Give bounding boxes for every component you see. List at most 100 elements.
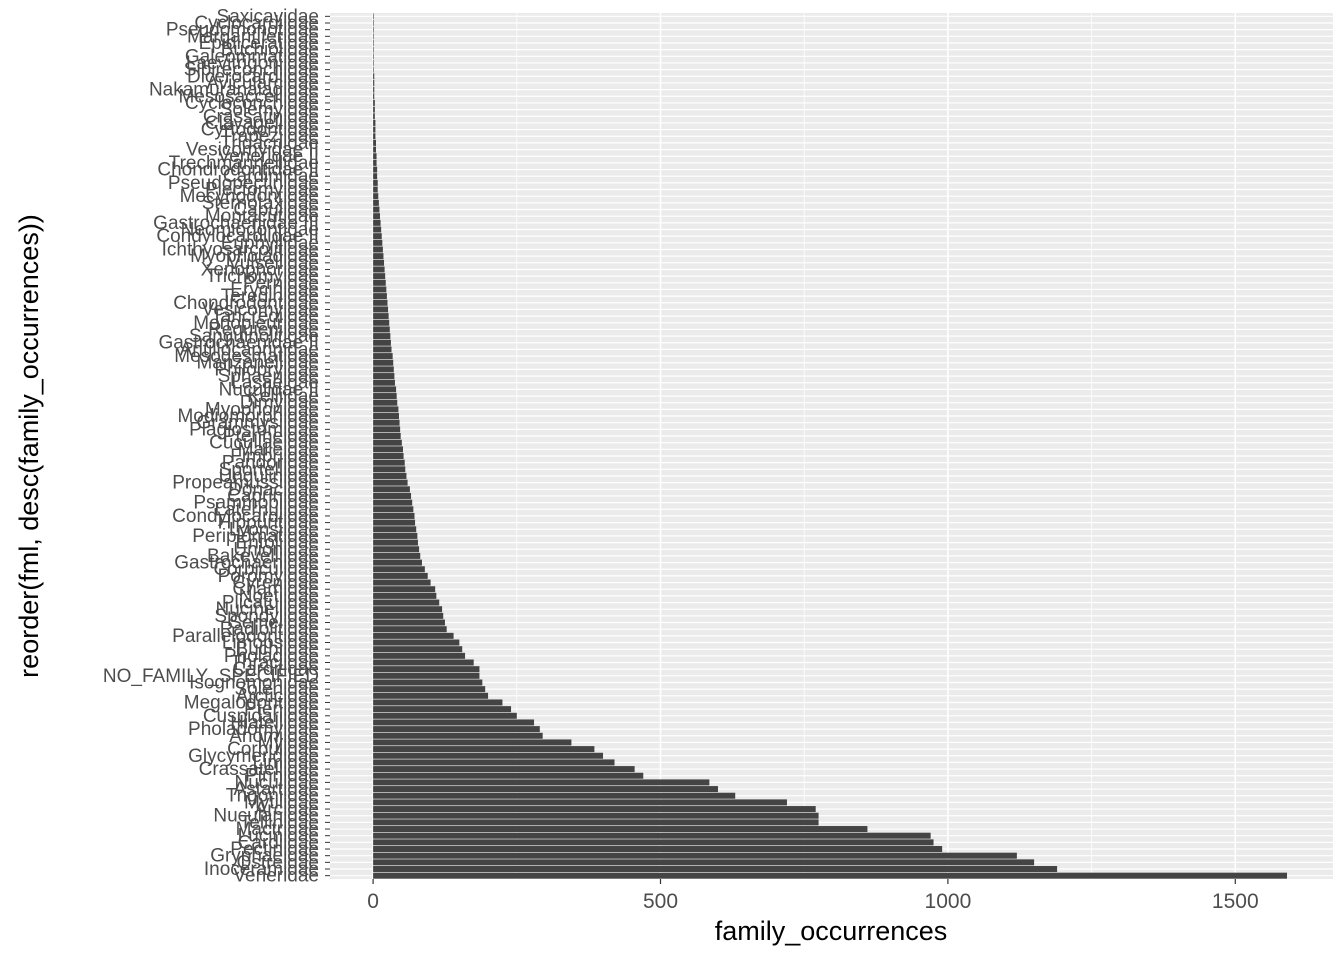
y-tick-label: Antillocaprinidae — [180, 339, 319, 360]
y-tick-label: Trichomyidae — [206, 266, 319, 287]
y-tick-label: Cardiniidae — [223, 166, 319, 187]
y-tick-label: Hiatellidae — [230, 712, 319, 733]
bar — [373, 193, 379, 200]
y-tick-label: Gastrochaenidae — [174, 553, 319, 574]
bar — [373, 566, 425, 573]
bar — [373, 139, 376, 146]
bar — [373, 433, 401, 440]
bar — [373, 666, 480, 673]
bar — [373, 333, 391, 340]
bar — [373, 273, 386, 280]
bar — [373, 66, 374, 73]
bar — [373, 226, 382, 233]
y-tick-label: Pterineidae — [223, 426, 319, 447]
bar — [373, 772, 644, 779]
bar — [373, 752, 604, 759]
bar — [373, 146, 376, 153]
bar — [373, 532, 418, 539]
bar — [373, 253, 384, 260]
bar — [373, 512, 415, 519]
bar — [373, 759, 615, 766]
y-tick-label: Pholadidae — [224, 646, 319, 667]
y-tick-label: Chondrodontidae — [173, 293, 319, 314]
y-tick-label: Pinnidae — [245, 766, 319, 787]
bar — [373, 279, 386, 286]
bar — [373, 572, 428, 579]
bar — [373, 299, 388, 306]
bar — [373, 73, 375, 80]
bar — [373, 586, 436, 593]
y-tick-label: Modiomorphidae — [177, 406, 319, 427]
y-tick-label: Veneridae II — [218, 146, 319, 167]
y-tick-label: Erycinidae — [230, 279, 319, 300]
bar — [373, 659, 474, 666]
bar — [373, 26, 374, 33]
bar — [373, 179, 378, 186]
y-tick-label: Galeommatidae — [185, 46, 319, 67]
bar — [373, 99, 375, 106]
y-tick-label: Mytilidae — [244, 792, 319, 813]
y-tick-label: Limidae — [252, 752, 319, 773]
y-tick-label: Astartidae — [233, 779, 319, 800]
bar — [373, 259, 385, 266]
y-tick-label: Caprinidae — [227, 486, 319, 507]
bar — [373, 852, 1017, 859]
bar — [373, 19, 374, 26]
y-tick-label: Tridacnidae — [220, 133, 319, 154]
bar — [373, 326, 390, 333]
y-tick-label: Condylocardiidae — [172, 506, 319, 527]
y-tick-label: Buchiidae — [236, 639, 319, 660]
bar — [373, 632, 454, 639]
bar — [373, 53, 374, 60]
y-tick-label: Nuculidae II — [219, 379, 319, 400]
y-tick-label: Spondylidae — [214, 606, 319, 627]
bar — [373, 786, 718, 793]
y-tick-label: Carditidae — [232, 659, 319, 680]
bar — [373, 46, 374, 53]
bar — [373, 592, 437, 599]
y-tick-label: Solemyidae — [220, 100, 319, 121]
y-tick-label: Avicularcidae — [206, 73, 319, 94]
y-tick-label: Plectomyidae — [205, 180, 319, 201]
y-tick-label: Mecynodontidae — [180, 186, 319, 207]
bar — [373, 353, 393, 360]
y-tick-label: Lasaeidae — [231, 373, 319, 394]
y-tick-label: Corbiculidae — [213, 559, 319, 580]
bar — [373, 612, 444, 619]
y-tick-label: Propeamussiidae — [172, 473, 319, 494]
bar — [373, 826, 868, 833]
y-tick-label: Donacidae — [228, 479, 319, 500]
bar — [373, 639, 460, 646]
bar — [373, 399, 398, 406]
y-tick-label: Megalodontidae — [184, 692, 319, 713]
y-tick-label: Montacutidae — [205, 206, 319, 227]
y-tick-label: Parallelodontidae — [172, 626, 319, 647]
y-tick-label: Arcticidae — [236, 686, 319, 707]
bar — [373, 13, 374, 20]
bar — [373, 186, 378, 193]
bar — [373, 413, 399, 420]
y-tick-label: Gryphaeidae — [210, 846, 319, 867]
bar — [373, 692, 489, 699]
bar — [373, 652, 466, 659]
y-tick-label: Vesicomyidae II — [186, 140, 319, 161]
y-tick-label: Fimbriidae — [230, 446, 319, 467]
y-tick-label: Cyrtodontidae — [201, 120, 319, 141]
y-tick-label: Euphyllidae — [221, 233, 319, 254]
y-tick-label: Margaritiferidae — [187, 26, 319, 47]
y-tick-label: Tellinidae — [240, 812, 319, 833]
bar — [373, 472, 407, 479]
y-tick-label: Bakevelliidae — [207, 546, 319, 567]
y-axis-title: reorder(fml, desc(family_occurrences)) — [14, 214, 44, 678]
bar — [373, 832, 931, 839]
bar — [373, 153, 377, 160]
y-tick-label: Unionidae — [233, 539, 319, 560]
y-tick-label: Tancrediidae — [211, 306, 319, 327]
x-tick-label: 0 — [367, 890, 379, 913]
bar — [373, 726, 540, 733]
y-tick-label: Chondrodontidae II — [157, 160, 319, 181]
bar — [373, 233, 382, 240]
bar — [373, 546, 420, 553]
y-tick-label: Saxicavidae — [217, 6, 319, 27]
bar — [373, 379, 395, 386]
